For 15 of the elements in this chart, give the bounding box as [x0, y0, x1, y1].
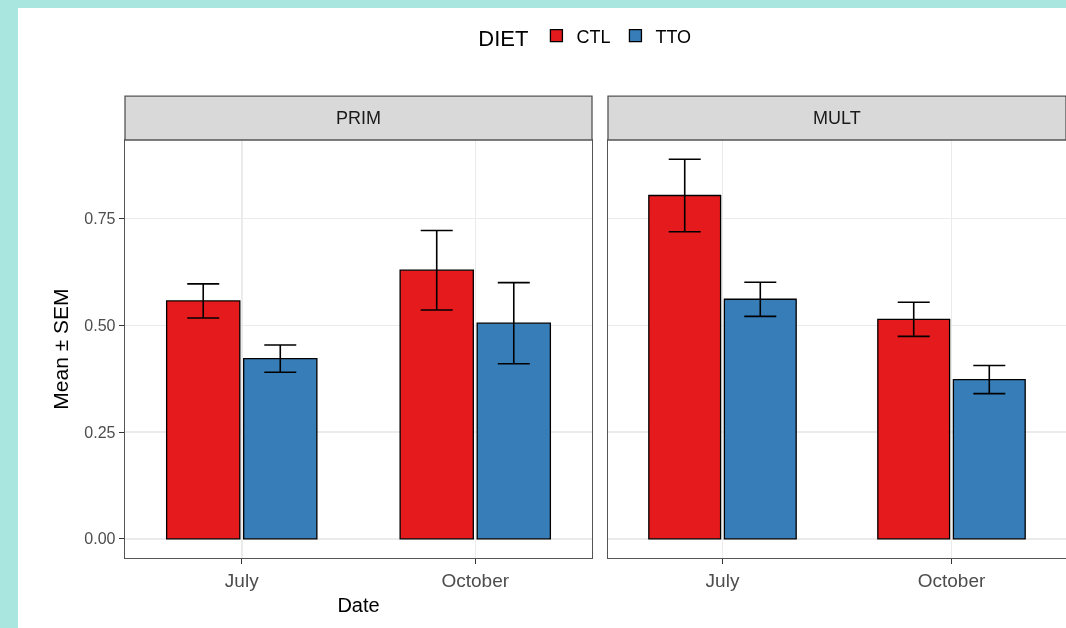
- y-tick-label: 0.00: [84, 530, 116, 548]
- legend-title: DIET: [478, 26, 529, 51]
- x-tick-label: July: [705, 570, 740, 592]
- y-tick-label: 0.25: [84, 423, 116, 441]
- x-axis-title: Date: [337, 594, 380, 617]
- legend-label: TTO: [655, 26, 692, 47]
- x-tick-label: October: [441, 570, 510, 592]
- y-axis-title: Mean ± SEM: [48, 288, 72, 410]
- y-tick-label: 0.75: [84, 210, 116, 228]
- legend-label: CTL: [576, 26, 611, 47]
- chart-title: MULT: [813, 108, 861, 128]
- x-tick-label: October: [917, 570, 986, 592]
- x-tick-label: July: [224, 570, 260, 592]
- chart-title: PRIM: [336, 108, 381, 128]
- y-tick-label: 0.50: [84, 316, 116, 334]
